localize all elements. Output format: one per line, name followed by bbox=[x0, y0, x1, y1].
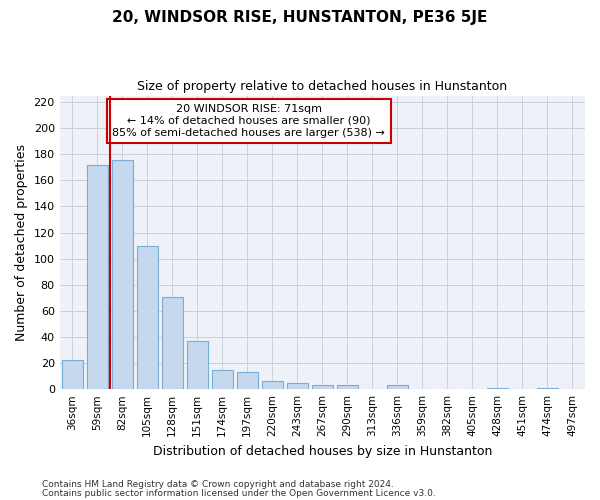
Bar bbox=[537, 388, 558, 389]
Bar bbox=[161, 296, 183, 389]
Bar bbox=[487, 388, 508, 389]
Bar bbox=[262, 382, 283, 389]
Title: Size of property relative to detached houses in Hunstanton: Size of property relative to detached ho… bbox=[137, 80, 508, 93]
Bar bbox=[236, 372, 258, 389]
Text: Contains public sector information licensed under the Open Government Licence v3: Contains public sector information licen… bbox=[42, 490, 436, 498]
Text: Contains HM Land Registry data © Crown copyright and database right 2024.: Contains HM Land Registry data © Crown c… bbox=[42, 480, 394, 489]
Bar bbox=[337, 386, 358, 389]
Bar bbox=[287, 382, 308, 389]
Bar bbox=[137, 246, 158, 389]
Bar bbox=[86, 164, 108, 389]
Text: 20, WINDSOR RISE, HUNSTANTON, PE36 5JE: 20, WINDSOR RISE, HUNSTANTON, PE36 5JE bbox=[112, 10, 488, 25]
Bar bbox=[212, 370, 233, 389]
Bar bbox=[187, 341, 208, 389]
Bar bbox=[62, 360, 83, 389]
Y-axis label: Number of detached properties: Number of detached properties bbox=[15, 144, 28, 341]
Bar bbox=[112, 160, 133, 389]
Bar bbox=[387, 386, 408, 389]
Bar bbox=[312, 386, 333, 389]
Text: 20 WINDSOR RISE: 71sqm
← 14% of detached houses are smaller (90)
85% of semi-det: 20 WINDSOR RISE: 71sqm ← 14% of detached… bbox=[112, 104, 385, 138]
X-axis label: Distribution of detached houses by size in Hunstanton: Distribution of detached houses by size … bbox=[152, 444, 492, 458]
